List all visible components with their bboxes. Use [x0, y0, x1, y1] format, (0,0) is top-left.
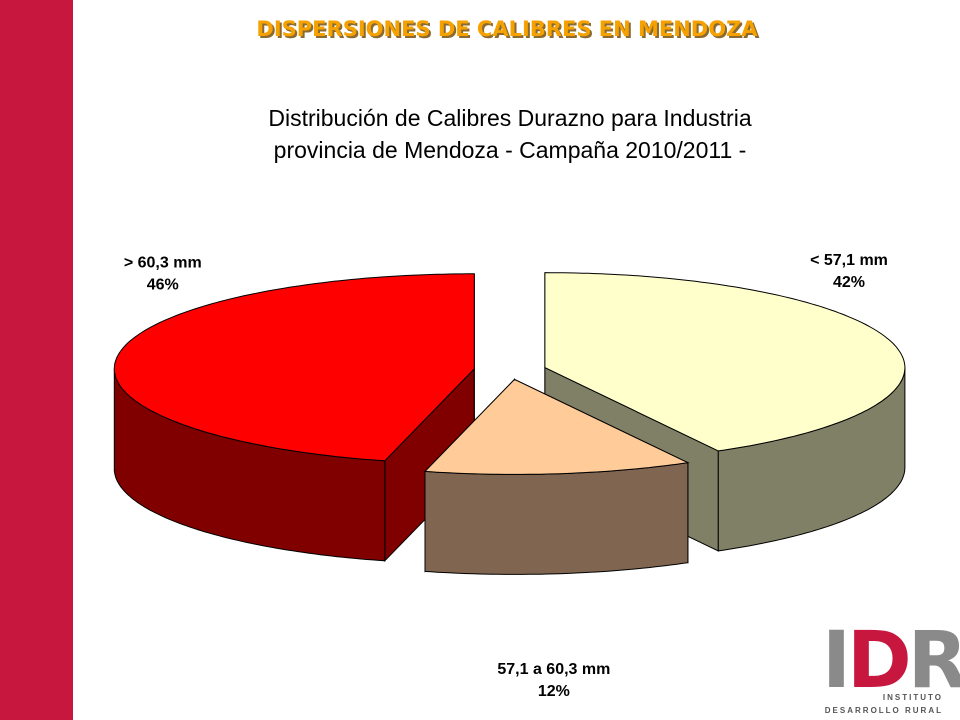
data-label: 57,1 a 60,3 mm [497, 661, 610, 678]
logo-letter: D [847, 616, 908, 706]
data-label: < 57,1 mm [810, 252, 888, 269]
data-label: 12% [538, 683, 570, 700]
slice-side [424, 462, 689, 575]
chart-title: Distribución de Calibres Durazno para In… [268, 105, 751, 131]
logo-line: DESARROLLO RURAL [825, 706, 943, 715]
chart-title: provincia de Mendoza - Campaña 2010/2011… [274, 137, 747, 163]
logo: IDR INSTITUTO DESARROLLO RURAL [822, 616, 960, 715]
slide-title: DISPERSIONES DE CALIBRES EN MENDOZA [256, 17, 758, 41]
logo-letter: I [822, 616, 847, 706]
pie [113, 272, 906, 575]
slice [423, 378, 690, 475]
data-label: > 60,3 mm [124, 254, 202, 271]
slice [113, 273, 475, 462]
logo-line: INSTITUTO [883, 693, 943, 702]
logo-mark: IDR [822, 616, 960, 706]
slice [544, 272, 906, 452]
side-bar [0, 0, 73, 720]
data-label: 46% [147, 276, 179, 293]
logo-letter: R [908, 616, 960, 706]
data-label: 42% [833, 274, 865, 291]
title-shadow: DISPERSIONES DE CALIBRES EN MENDOZA [258, 19, 760, 43]
